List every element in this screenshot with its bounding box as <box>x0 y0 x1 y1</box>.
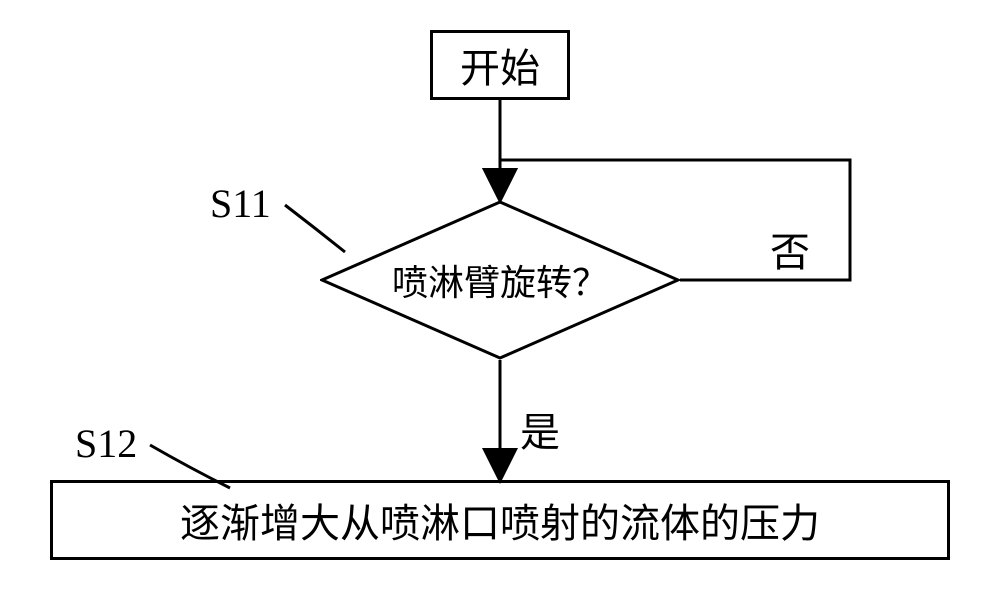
label-s12-text: S12 <box>75 421 137 466</box>
label-yes-text: 是 <box>520 410 560 455</box>
process-text: 逐渐增大从喷淋口喷射的流体的压力 <box>180 491 820 549</box>
label-no-text: 否 <box>770 230 810 275</box>
label-s12: S12 <box>75 420 137 467</box>
decision-text-wrap: 喷淋臂旋转？ <box>320 200 680 360</box>
label-s11-text: S11 <box>210 181 271 226</box>
decision-text: 喷淋臂旋转？ <box>392 254 608 306</box>
label-no: 否 <box>770 220 810 278</box>
start-node: 开始 <box>430 30 570 100</box>
decision-node: 喷淋臂旋转？ <box>320 200 680 360</box>
label-s11: S11 <box>210 180 271 227</box>
flowchart-canvas: 开始 喷淋臂旋转？ 逐渐增大从喷淋口喷射的流体的压力 S11 S12 否 是 <box>0 0 1000 595</box>
label-yes: 是 <box>520 400 560 458</box>
start-text: 开始 <box>460 36 540 94</box>
process-node: 逐渐增大从喷淋口喷射的流体的压力 <box>50 480 950 560</box>
